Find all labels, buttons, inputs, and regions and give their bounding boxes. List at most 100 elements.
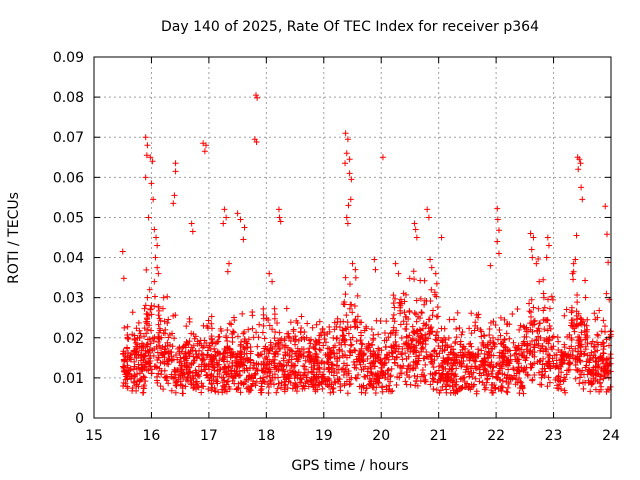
data-point — [473, 365, 480, 372]
data-point — [529, 377, 536, 384]
data-point — [203, 339, 210, 346]
data-point — [576, 357, 583, 364]
data-point — [238, 339, 245, 346]
data-point — [352, 266, 359, 273]
data-point — [319, 358, 326, 365]
data-point — [151, 293, 158, 300]
data-point — [403, 355, 410, 362]
data-point — [229, 334, 236, 341]
data-point — [543, 254, 550, 261]
data-point — [369, 384, 376, 391]
data-point — [305, 369, 312, 376]
data-point — [145, 367, 152, 374]
data-point — [575, 348, 582, 355]
data-point — [318, 379, 325, 386]
data-point — [463, 366, 470, 373]
data-point — [300, 349, 307, 356]
data-point — [431, 357, 438, 364]
data-point — [358, 340, 365, 347]
data-point — [582, 294, 589, 301]
data-point — [397, 363, 404, 370]
data-point — [252, 92, 259, 99]
data-point — [230, 329, 237, 336]
data-point — [310, 365, 317, 372]
data-point — [218, 374, 225, 381]
data-point — [377, 356, 384, 363]
data-point — [284, 385, 291, 392]
data-point — [546, 379, 553, 386]
data-point — [540, 276, 547, 283]
data-point — [172, 312, 179, 319]
data-point — [596, 307, 603, 314]
data-point — [252, 382, 259, 389]
data-point — [224, 337, 231, 344]
data-point — [460, 343, 467, 350]
data-point — [309, 324, 316, 331]
data-point — [494, 238, 501, 245]
data-point — [564, 333, 571, 340]
data-point — [582, 343, 589, 350]
data-point — [486, 362, 493, 369]
data-point — [535, 256, 542, 262]
data-point — [162, 348, 169, 355]
data-point — [330, 334, 337, 341]
data-point — [517, 378, 524, 385]
data-point — [561, 387, 568, 394]
data-point — [358, 366, 365, 373]
data-point — [329, 361, 336, 368]
data-point — [605, 259, 612, 266]
data-point — [260, 374, 267, 381]
data-point — [295, 353, 302, 360]
data-point — [575, 367, 582, 374]
data-point — [188, 381, 195, 388]
data-point — [445, 356, 452, 363]
data-point — [218, 386, 225, 393]
data-point — [226, 345, 233, 352]
data-point — [261, 335, 268, 342]
data-point — [445, 335, 452, 342]
data-point — [503, 330, 510, 337]
data-point — [595, 361, 602, 368]
data-point — [165, 380, 172, 387]
data-point — [418, 332, 425, 339]
data-point — [413, 328, 420, 335]
data-point — [383, 337, 390, 344]
data-point — [272, 343, 279, 350]
data-point — [514, 367, 521, 374]
data-point — [411, 309, 418, 316]
data-point — [461, 374, 468, 381]
data-point — [584, 316, 591, 323]
data-point — [271, 371, 278, 378]
data-point — [437, 387, 444, 394]
data-point — [448, 366, 455, 373]
data-point — [153, 364, 160, 371]
data-point — [348, 341, 355, 348]
data-point — [395, 348, 402, 355]
data-point — [501, 316, 508, 323]
data-point — [546, 322, 553, 329]
data-point — [345, 330, 352, 337]
data-point — [143, 342, 150, 349]
data-point — [355, 371, 362, 378]
data-point — [487, 363, 494, 370]
data-point — [140, 356, 147, 363]
data-point — [423, 348, 430, 355]
data-point — [346, 156, 353, 163]
data-point — [449, 354, 456, 361]
data-point — [382, 344, 389, 351]
data-point — [137, 377, 144, 384]
data-point — [343, 312, 350, 319]
data-point — [187, 368, 194, 375]
data-point — [177, 378, 184, 385]
data-point — [563, 371, 570, 378]
data-point — [294, 319, 301, 326]
data-point — [172, 382, 179, 389]
data-point — [159, 305, 166, 312]
data-point — [307, 336, 314, 343]
data-point — [268, 342, 275, 349]
data-point — [495, 360, 502, 367]
data-point — [340, 360, 347, 367]
data-point — [138, 362, 145, 369]
data-point — [370, 335, 377, 342]
data-point — [143, 266, 150, 273]
